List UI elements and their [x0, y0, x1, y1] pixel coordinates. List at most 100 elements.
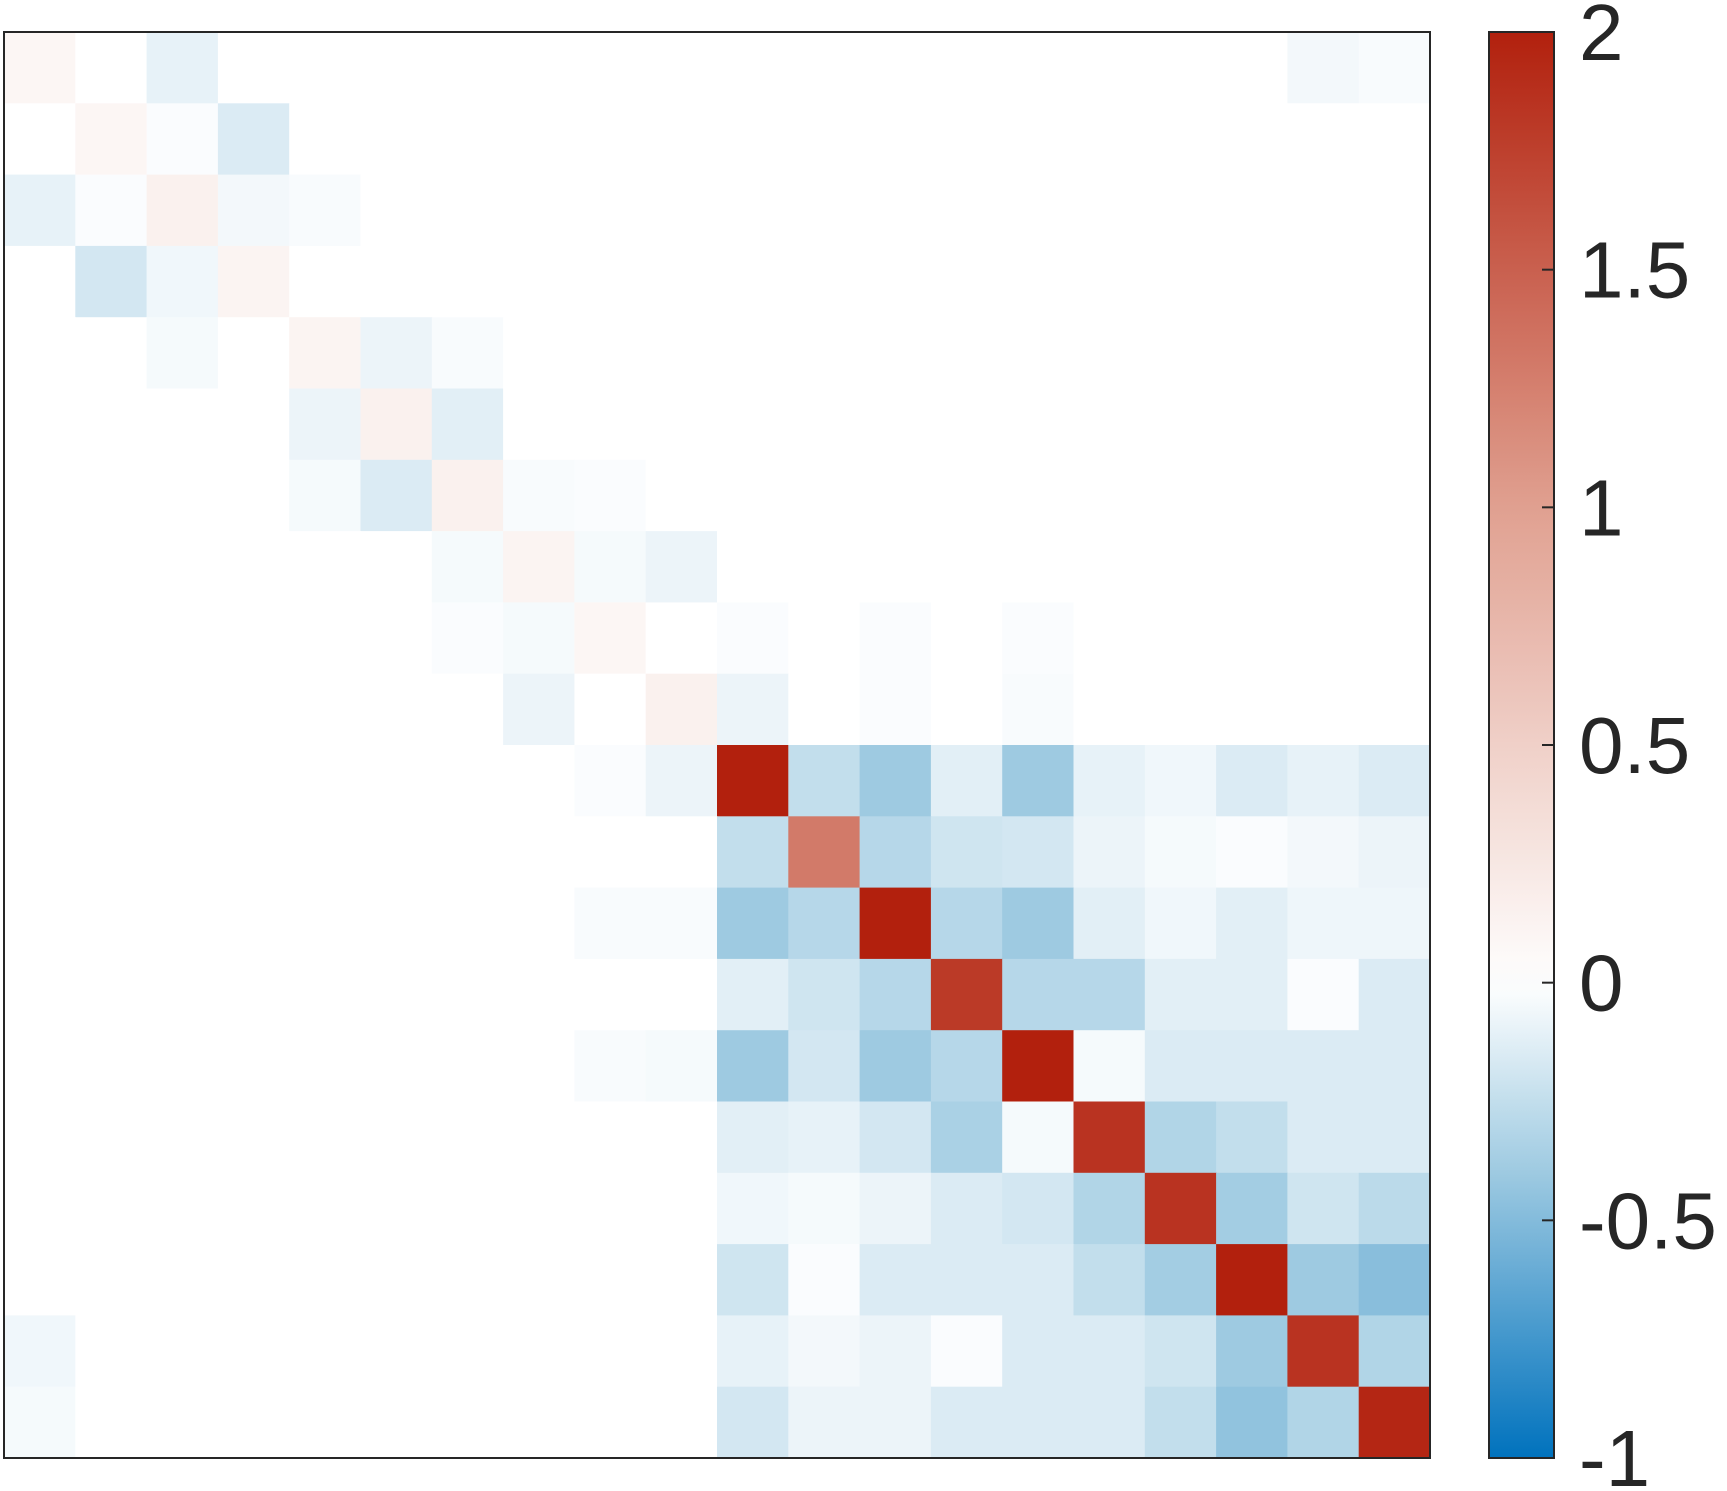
heatmap-cell	[75, 459, 148, 532]
colorbar-tick-label: -0.5	[1579, 1176, 1717, 1265]
heatmap-cell	[75, 1172, 148, 1245]
heatmap-cell	[717, 1244, 789, 1316]
heatmap-cell	[75, 1101, 148, 1174]
heatmap-cell	[503, 1030, 575, 1103]
heatmap-cell	[75, 1315, 148, 1388]
heatmap-cell	[289, 1101, 362, 1174]
heatmap-cell	[645, 1386, 718, 1459]
heatmap-cell	[574, 602, 647, 675]
heatmap-cell	[859, 1315, 932, 1388]
heatmap-cell	[75, 245, 148, 318]
heatmap-cell	[1287, 459, 1360, 532]
heatmap-cell	[1002, 1315, 1075, 1388]
heatmap-cell	[75, 816, 148, 889]
heatmap-cell	[645, 1172, 718, 1245]
heatmap-cell	[1073, 1244, 1146, 1316]
heatmap-cell	[788, 1386, 861, 1459]
heatmap-cell	[1287, 602, 1360, 675]
heatmap-cell	[217, 1101, 290, 1174]
heatmap-cell	[574, 103, 647, 176]
heatmap-cell	[717, 1172, 789, 1245]
heatmap-cell	[146, 887, 219, 960]
heatmap-cell	[1002, 673, 1075, 746]
heatmap-cell	[1358, 32, 1431, 104]
heatmap-cell	[1144, 958, 1217, 1031]
heatmap-cell	[1358, 317, 1431, 390]
heatmap-cell	[717, 1315, 789, 1388]
heatmap-cell	[1358, 673, 1431, 746]
heatmap-cell	[4, 174, 76, 247]
heatmap-cell	[360, 317, 433, 390]
heatmap-cell	[360, 602, 433, 675]
heatmap-cell	[4, 602, 76, 675]
heatmap-cell	[717, 174, 789, 247]
heatmap-cell	[930, 32, 1003, 104]
heatmap-cell	[574, 958, 647, 1031]
heatmap-cell	[1073, 1315, 1146, 1388]
heatmap-cell	[645, 1030, 718, 1103]
heatmap-cell	[146, 1244, 219, 1316]
heatmap-cell	[930, 388, 1003, 461]
heatmap-cell	[431, 1030, 504, 1103]
heatmap-cell	[717, 103, 789, 176]
heatmap-cell	[431, 602, 504, 675]
heatmap-cell	[217, 32, 290, 104]
heatmap-cell	[4, 317, 76, 390]
heatmap-cell	[503, 1244, 575, 1316]
heatmap-cell	[1002, 816, 1075, 889]
heatmap-cell	[788, 317, 861, 390]
heatmap-cell	[1002, 459, 1075, 532]
heatmap-cell	[1358, 887, 1431, 960]
heatmap-cell	[75, 602, 148, 675]
heatmap-cell	[1002, 1244, 1075, 1316]
heatmap-cell	[645, 32, 718, 104]
heatmap-cell	[1287, 317, 1360, 390]
heatmap-cell	[1144, 1315, 1217, 1388]
heatmap-cell	[574, 32, 647, 104]
heatmap-cell	[360, 1030, 433, 1103]
heatmap-cell	[859, 1172, 932, 1245]
heatmap-cell	[503, 245, 575, 318]
heatmap-cell	[1144, 459, 1217, 532]
heatmap-cell	[859, 459, 932, 532]
heatmap-cell	[503, 887, 575, 960]
heatmap-cell	[1144, 531, 1217, 603]
heatmap-cell	[788, 816, 861, 889]
heatmap-cell	[788, 32, 861, 104]
heatmap-cell	[75, 174, 148, 247]
heatmap-cell	[930, 531, 1003, 603]
heatmap-cell	[1216, 174, 1288, 247]
heatmap-cell	[75, 745, 148, 817]
heatmap-cell	[788, 673, 861, 746]
heatmap-cell	[4, 816, 76, 889]
heatmap-cell	[1073, 103, 1146, 176]
heatmap-cell	[574, 317, 647, 390]
heatmap-cell	[859, 1101, 932, 1174]
heatmap-cell	[1073, 1030, 1146, 1103]
heatmap-cell	[1073, 245, 1146, 318]
heatmap-cell	[788, 103, 861, 176]
heatmap-cell	[1002, 1386, 1075, 1459]
heatmap-cell	[859, 1386, 932, 1459]
heatmap-cell	[574, 1386, 647, 1459]
heatmap-cell	[1216, 1386, 1288, 1459]
heatmap-cell	[1073, 958, 1146, 1031]
heatmap-cell	[1216, 816, 1288, 889]
heatmap-cell	[1002, 887, 1075, 960]
heatmap-cell	[217, 1030, 290, 1103]
heatmap-cell	[645, 459, 718, 532]
heatmap-cell	[930, 317, 1003, 390]
heatmap-cell	[360, 745, 433, 817]
heatmap-cell	[75, 1244, 148, 1316]
heatmap-cell	[431, 531, 504, 603]
heatmap-cell	[503, 745, 575, 817]
heatmap-cell	[930, 887, 1003, 960]
heatmap-cell	[717, 816, 789, 889]
heatmap-cell	[717, 602, 789, 675]
heatmap-cell	[1287, 1244, 1360, 1316]
heatmap-cell	[859, 673, 932, 746]
heatmap-cell	[645, 174, 718, 247]
heatmap-cell	[859, 1244, 932, 1316]
heatmap-cell	[289, 1030, 362, 1103]
heatmap-cell	[75, 317, 148, 390]
